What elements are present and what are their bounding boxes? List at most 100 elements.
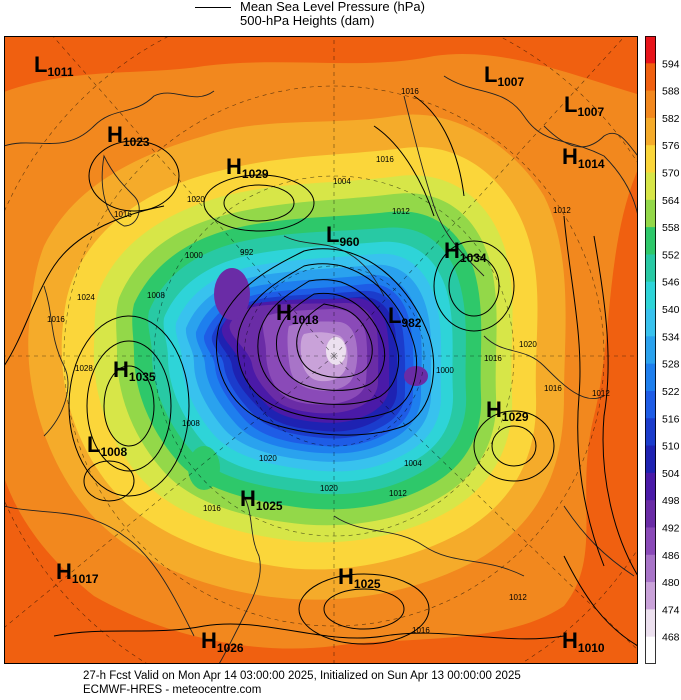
graticule (4, 36, 638, 664)
high-center-label: H1023 (107, 122, 150, 149)
color-scale-swatch (645, 609, 656, 638)
color-scale-tick-label: 474 (662, 604, 680, 616)
color-scale-swatch (645, 199, 656, 228)
color-scale-swatch (645, 227, 656, 255)
isobar-label: 1016 (376, 155, 394, 164)
high-center-label: H1010 (562, 628, 605, 655)
color-scale-swatch (645, 117, 656, 146)
height-low-west (214, 268, 250, 320)
color-scale-tick-label: 480 (662, 577, 680, 589)
isobar-label: 1016 (114, 210, 132, 219)
color-scale-swatch (645, 254, 656, 283)
low-center-label: L982 (388, 303, 422, 330)
color-scale-tick-label: 576 (662, 140, 680, 152)
isobar-label: 1012 (389, 489, 407, 498)
color-scale-tick-label: 528 (662, 359, 680, 371)
isobar-label: 1012 (509, 593, 527, 602)
high-center-label: H1029 (226, 154, 269, 181)
color-scale-tick-label: 588 (662, 86, 680, 98)
heights-legend-label: 500-hPa Heights (dam) (240, 13, 375, 28)
color-scale-swatch (645, 172, 656, 201)
color-scale-svg: 594 588 582 576 570 564 558 552 546 540 534 528 522 5… (645, 36, 680, 664)
isobar-label: 1012 (553, 206, 571, 215)
isobar-label: 1020 (187, 195, 205, 204)
height-band-468 (326, 337, 346, 365)
color-scale-swatch (645, 390, 656, 419)
color-scale-tick-label: 594 (662, 58, 680, 70)
color-scale-swatch (645, 527, 656, 556)
isobar-label: 1020 (259, 454, 277, 463)
isobar-label: 1016 (484, 354, 502, 363)
color-scale: 594 588 582 576 570 564 558 552 546 540 534 528 522 5… (645, 36, 681, 664)
isobar-label: 1012 (592, 389, 610, 398)
color-scale-swatch (645, 554, 656, 583)
color-scale-frame (645, 36, 656, 664)
color-scale-swatch (645, 281, 656, 310)
high-center-label: H1017 (56, 559, 99, 586)
isobar-labels: 1016 1016 1016 1020 1004 1012 992 1000 1… (47, 87, 610, 635)
isobar-label: 1000 (185, 251, 203, 260)
color-scale-tick-label: 504 (662, 468, 680, 480)
isobar-label: 1008 (182, 419, 200, 428)
isobar-label: 1024 (77, 293, 95, 302)
high-center-label: H1014 (562, 144, 605, 171)
high-center-label: H1018 (276, 300, 319, 327)
isobars (4, 95, 638, 647)
color-scale-tick-label: 552 (662, 249, 680, 261)
coastlines (4, 75, 638, 664)
source-credit-text: ECMWF-HRES - meteocentre.com (83, 684, 262, 696)
isobar-label: 1020 (519, 340, 537, 349)
weather-map: 1016 1016 1016 1020 1004 1012 992 1000 1… (4, 36, 638, 664)
pressure-legend-label: Mean Sea Level Pressure (hPa) (240, 0, 425, 14)
color-scale-tick-label: 516 (662, 413, 680, 425)
color-scale-tick-label: 546 (662, 277, 680, 289)
isobar-label: 992 (240, 248, 254, 257)
high-center-label: H1025 (240, 486, 283, 513)
color-scale-swatch (645, 63, 656, 92)
isobar-label: 1020 (320, 484, 338, 493)
color-scale-tick-label: 486 (662, 550, 680, 562)
isobar-label: 1016 (544, 384, 562, 393)
color-scale-swatch (645, 363, 656, 392)
high-center-label: H1026 (201, 628, 244, 655)
color-scale-swatch (645, 90, 656, 119)
high-center-label: H1025 (338, 564, 381, 591)
color-scale-tick-label: 558 (662, 222, 680, 234)
high-center-label: H1029 (486, 397, 529, 424)
isobar-label: 1016 (47, 315, 65, 324)
isobar-label: 1004 (404, 459, 422, 468)
low-center-label: L960 (326, 222, 360, 249)
height-blob-west (188, 446, 220, 490)
isobar-label: 1008 (147, 291, 165, 300)
low-center-label: L1007 (484, 62, 524, 89)
color-scale-swatch (645, 500, 656, 528)
pressure-legend-line (195, 7, 231, 8)
color-scale-swatch-lowest (645, 636, 656, 664)
color-scale-tick-label: 570 (662, 168, 680, 180)
color-scale-swatch (645, 472, 656, 501)
isobar-label: 1004 (333, 177, 351, 186)
low-center-label: L1008 (87, 432, 127, 459)
color-scale-tick-label: 582 (662, 113, 680, 125)
color-scale-tick-label: 534 (662, 331, 680, 343)
color-scale-swatch (645, 582, 656, 610)
color-scale-swatch (645, 309, 656, 337)
color-scale-swatch (645, 36, 656, 64)
pressure-centers: L1011 L1007 L1007 H1023 H1029 H1014 L960… (34, 52, 605, 655)
isobar-label: 1028 (75, 364, 93, 373)
color-scale-swatch (645, 145, 656, 174)
high-center-label: H1034 (444, 238, 487, 265)
color-scale-swatch (645, 336, 656, 365)
isobar-label: 1016 (412, 626, 430, 635)
color-scale-swatch (645, 445, 656, 474)
color-scale-tick-label: 510 (662, 441, 680, 453)
isobar-label: 1012 (392, 207, 410, 216)
color-scale-tick-label: 492 (662, 522, 680, 534)
color-scale-tick-label: 564 (662, 195, 680, 207)
color-scale-tick-label: 468 (662, 632, 680, 644)
low-center-label: L1011 (34, 52, 74, 79)
isobar-label: 1016 (401, 87, 419, 96)
low-center-label: L1007 (564, 92, 604, 119)
high-center-label: H1035 (113, 357, 156, 384)
color-scale-tick-label: 540 (662, 304, 680, 316)
